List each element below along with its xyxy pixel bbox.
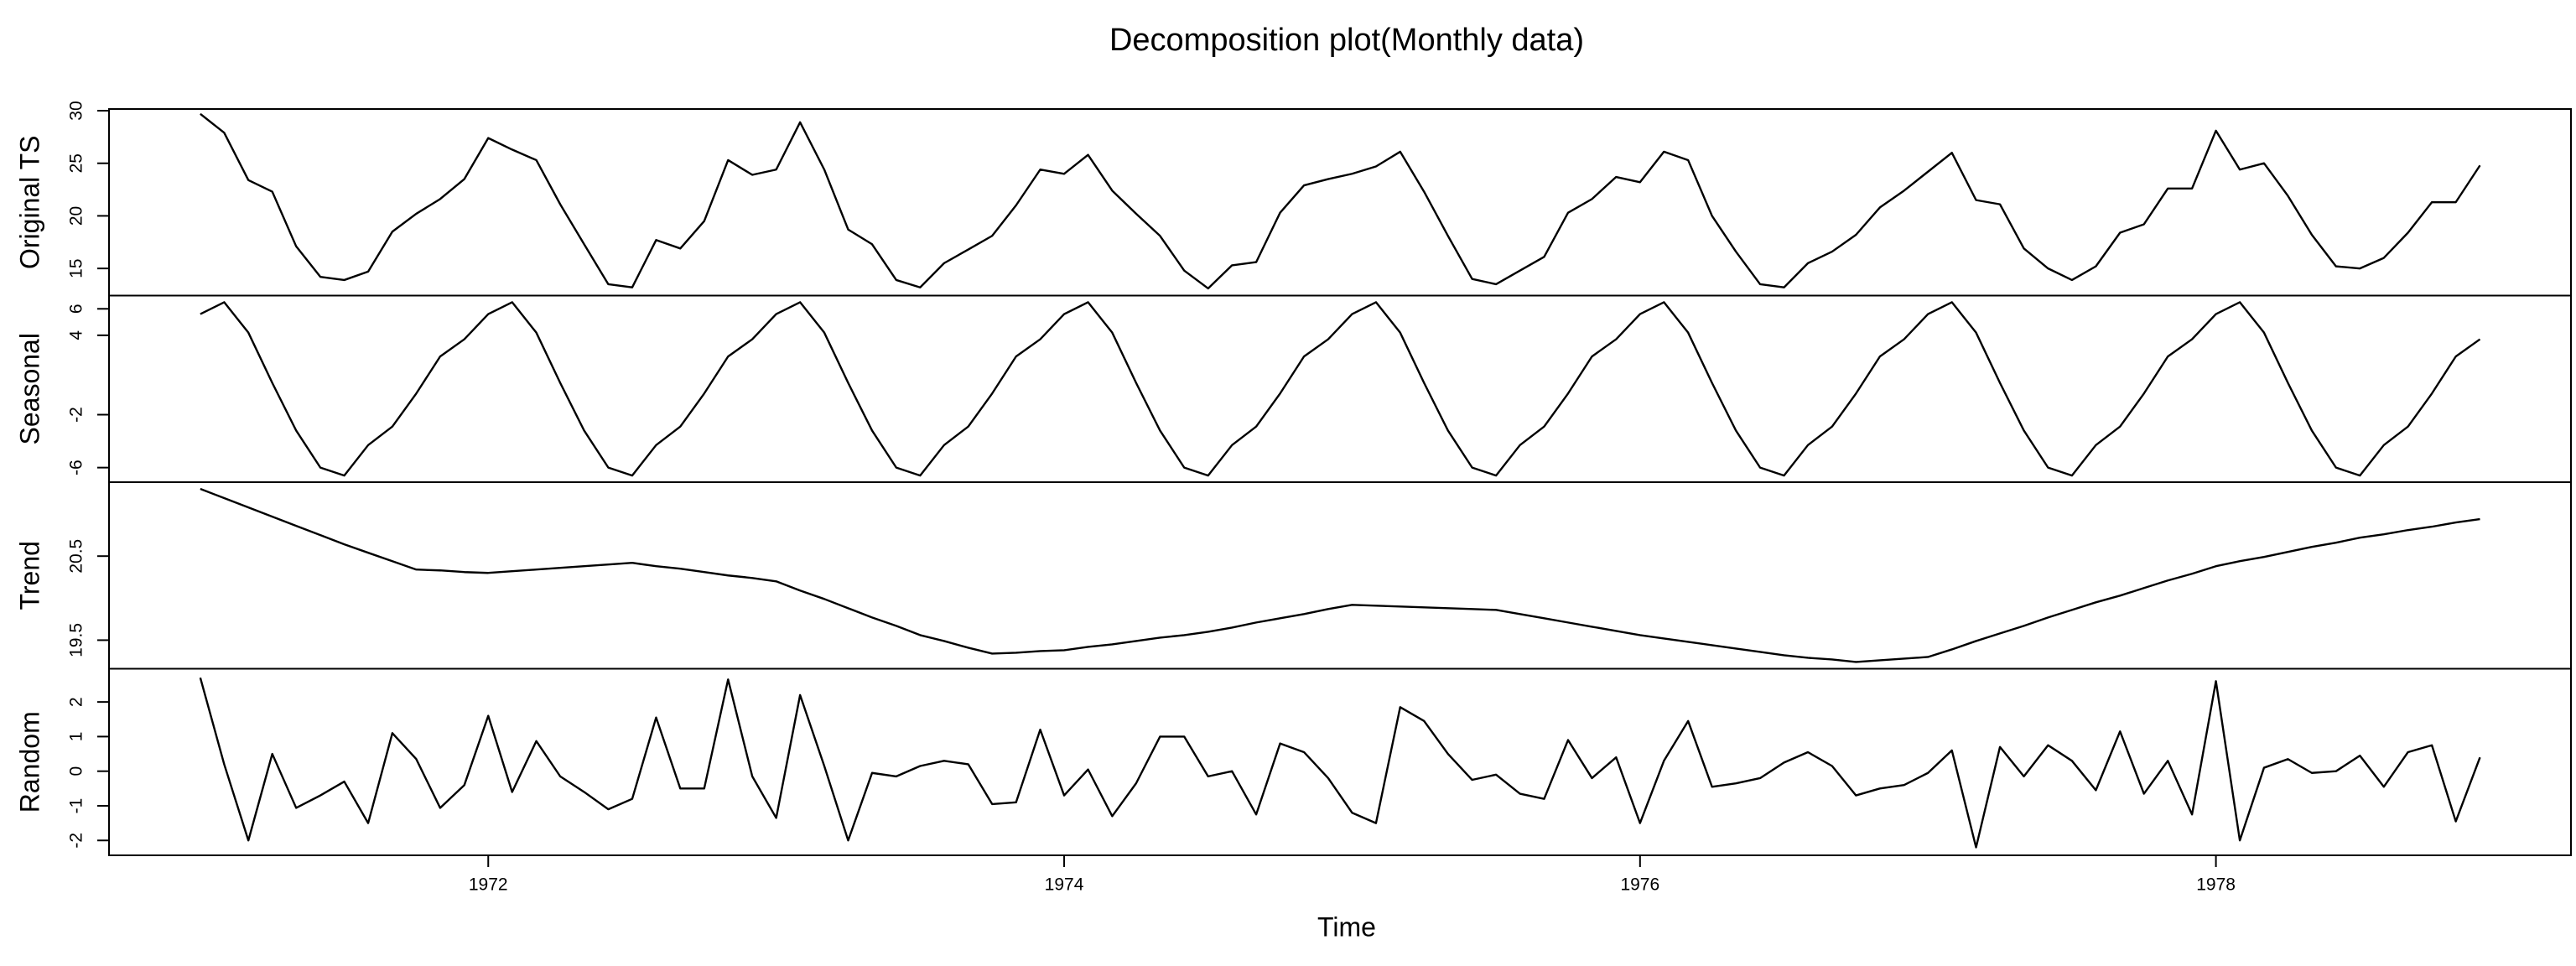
- y-tick-label: -6: [67, 460, 86, 475]
- chart-title: Decomposition plot(Monthly data): [1109, 23, 1584, 58]
- x-tick-label: 1976: [1620, 875, 1659, 895]
- y-tick-label: 20: [67, 206, 86, 226]
- x-tick-label: 1978: [2196, 875, 2236, 895]
- y-tick-label: 2: [67, 697, 86, 707]
- series-line: [199, 677, 2481, 849]
- y-axis-label: Seasonal: [14, 333, 44, 444]
- y-tick-label: 25: [67, 153, 86, 173]
- panel-frame: [108, 667, 2572, 856]
- y-tick-label: 15: [67, 258, 86, 278]
- panel-frame: [108, 108, 2572, 297]
- y-tick-label: 19.5: [67, 623, 86, 657]
- y-tick-label: -1: [67, 798, 86, 814]
- y-tick-label: 20.5: [67, 539, 86, 574]
- x-tick-label: 1974: [1045, 875, 1084, 895]
- y-axis-label: Original TS: [14, 136, 44, 269]
- panel-frame: [108, 481, 2572, 670]
- y-axis-label: Random: [14, 711, 44, 813]
- y-axis-label: Trend: [14, 541, 44, 610]
- y-tick-label: 30: [67, 101, 86, 120]
- y-tick-label: -2: [67, 407, 86, 423]
- y-tick-label: 4: [67, 330, 86, 340]
- x-axis-label: Time: [1317, 911, 1376, 942]
- y-tick-label: -2: [67, 833, 86, 849]
- series-line: [200, 301, 2481, 477]
- x-tick-label: 1972: [469, 875, 508, 895]
- y-tick-label: 6: [67, 304, 86, 314]
- y-tick-label: 0: [67, 766, 86, 776]
- y-tick-label: 1: [67, 732, 86, 742]
- series-line: [200, 112, 2481, 290]
- series-line: [200, 487, 2480, 663]
